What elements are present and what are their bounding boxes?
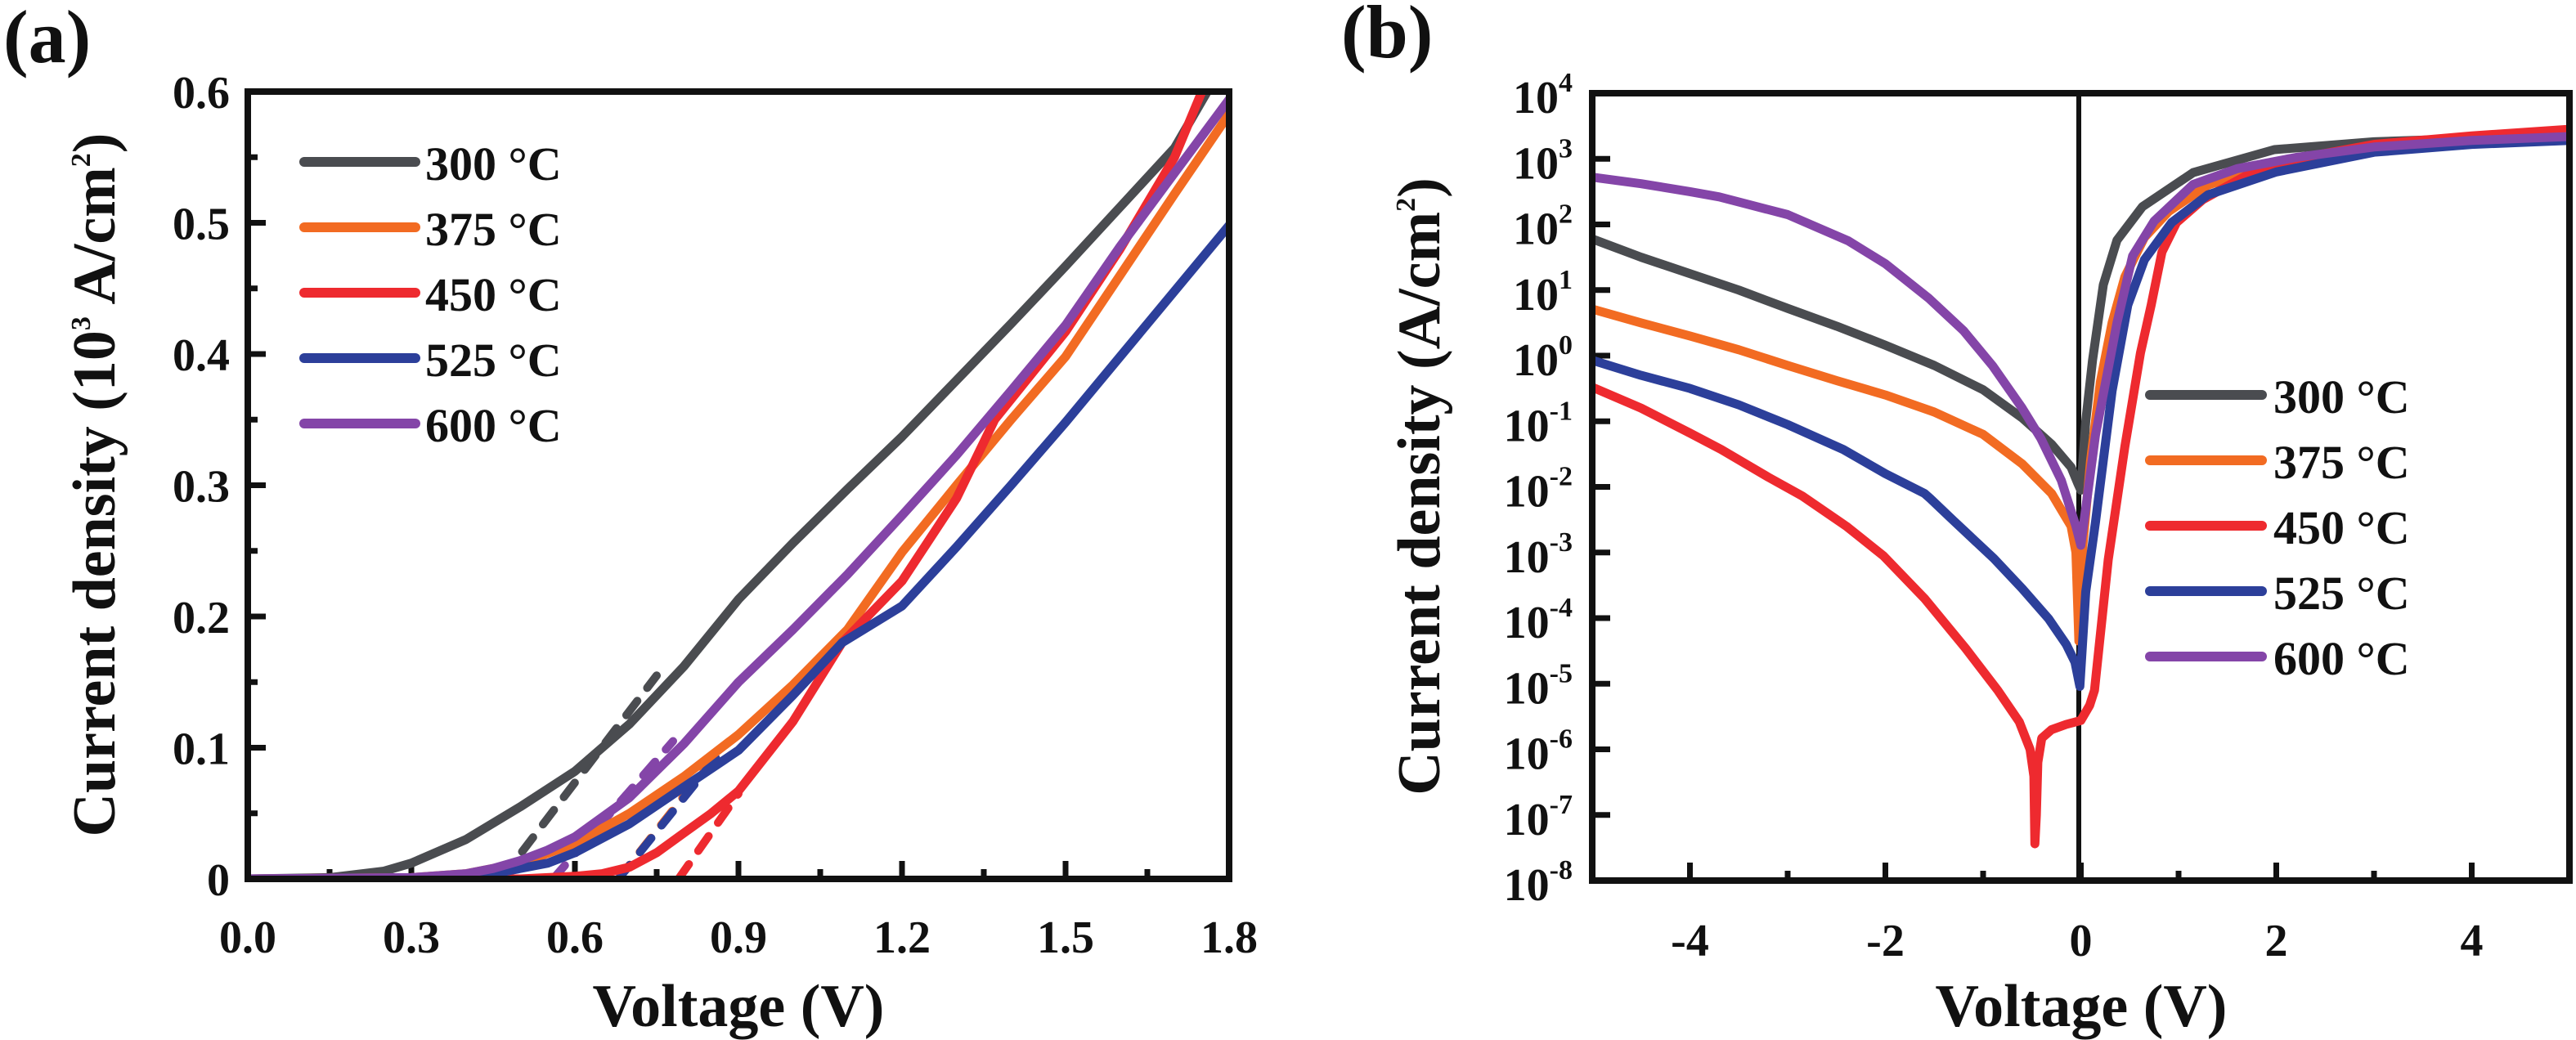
legend-label-300: 300 °C — [425, 137, 562, 191]
y-tick-label: 0.2 — [173, 593, 230, 643]
legend-label-525: 525 °C — [425, 334, 562, 387]
y-tick-label: 10-2 — [1504, 462, 1573, 518]
y-tick-label: 104 — [1513, 68, 1573, 123]
x-tick-label: -4 — [1671, 916, 1709, 966]
y-tick-label: 10-1 — [1504, 396, 1573, 451]
series-600-curve — [248, 95, 1229, 879]
panel-b-label: (b) — [1341, 0, 1433, 74]
y-tick-label: 10-7 — [1504, 790, 1573, 845]
legend-label-600: 600 °C — [425, 399, 562, 452]
legend-label-450: 450 °C — [2273, 501, 2410, 554]
y-tick-label: 10-4 — [1504, 593, 1573, 648]
series-375-curve — [1592, 133, 2569, 646]
series-525-curve — [248, 221, 1229, 879]
y-tick-label: 0.3 — [173, 462, 230, 513]
y-tick-label: 0.6 — [173, 68, 230, 119]
y-tick-label: 103 — [1513, 133, 1573, 189]
panel-a-ticks — [245, 88, 1232, 882]
panel-a-label: (a) — [3, 0, 91, 78]
panel-b-curves — [1592, 124, 2569, 849]
y-tick-label: 100 — [1513, 330, 1573, 386]
y-tick-label: 101 — [1513, 265, 1573, 321]
x-tick-label: 1.2 — [873, 912, 931, 963]
series-300-curve — [1592, 132, 2569, 495]
x-tick-label: 4 — [2461, 916, 2484, 966]
y-tick-label: 10-3 — [1504, 527, 1573, 583]
panel-b-x-axis-title: Voltage (V) — [1936, 973, 2228, 1040]
series-525-curve — [1592, 136, 2569, 691]
x-tick-label: 1.5 — [1037, 912, 1094, 963]
y-tick-label: 0.5 — [173, 199, 230, 250]
y-tick-label: 0.4 — [173, 330, 230, 381]
panel-a-plot-frame — [245, 88, 1232, 882]
panel-b-iv-log: (b) -4 -2 0 2 4 10410310210110010-110-210-31… — [1341, 0, 2573, 1040]
panel-b-x-tick-labels: -4 -2 0 2 4 — [1671, 916, 2483, 966]
legend-label-600: 600 °C — [2273, 632, 2410, 685]
panel-a-curves — [248, 92, 1229, 879]
x-tick-label: 0.3 — [383, 912, 440, 963]
legend-label-450: 450 °C — [425, 268, 562, 321]
legend-label-525: 525 °C — [2273, 567, 2410, 620]
y-tick-label: 10-8 — [1504, 855, 1573, 911]
x-tick-label: 1.8 — [1200, 912, 1258, 963]
series-300-fit-line — [497, 671, 661, 879]
panel-a-iv-linear: (a) 0.0 0.3 0.6 0.9 1.2 1.5 1.8 00.10.20.30.40… — [3, 0, 1258, 1040]
series-600-curve — [1592, 132, 2569, 550]
x-tick-label: -2 — [1866, 916, 1905, 966]
panel-a-x-axis-title: Voltage (V) — [593, 973, 885, 1040]
panel-a-y-axis-title: Current density (103 A/cm2) — [61, 133, 128, 837]
legend-label-375: 375 °C — [425, 203, 562, 256]
x-tick-label: 0.6 — [546, 912, 604, 963]
panel-a-x-tick-labels: 0.0 0.3 0.6 0.9 1.2 1.5 1.8 — [219, 912, 1258, 963]
panel-b-legend: 300 °C 375 °C 450 °C 525 °C 600 °C — [2145, 370, 2410, 685]
y-tick-label: 10-6 — [1504, 724, 1573, 780]
panel-a-legend: 300 °C 375 °C 450 °C 525 °C 600 °C — [299, 137, 562, 452]
y-tick-label: 102 — [1513, 199, 1573, 255]
x-tick-label: 0.0 — [219, 912, 276, 963]
panel-a-y-tick-labels: 0 0.1 0.2 0.3 0.4 0.5 0.6 — [173, 68, 230, 906]
panel-b-y-axis-title: Current density (A/cm2) — [1386, 177, 1453, 796]
y-tick-label: 0 — [207, 855, 230, 906]
y-tick-label: 0.1 — [173, 724, 230, 775]
series-300-curve — [248, 92, 1212, 879]
series-450-fit-line — [674, 789, 743, 879]
legend-label-375: 375 °C — [2273, 436, 2410, 489]
x-tick-label: 0.9 — [710, 912, 767, 963]
legend-label-300: 300 °C — [2273, 370, 2410, 424]
panel-b-y-tick-labels: 104 103 102 101 100 10-1 10-2 10-3 10-4 10-5 10-6 1… — [1504, 68, 1573, 911]
x-tick-label: 0 — [2070, 916, 2093, 966]
panel-b-plot-frame — [1589, 90, 2573, 884]
y-tick-label: 10-5 — [1504, 658, 1573, 714]
x-tick-label: 2 — [2265, 916, 2288, 966]
